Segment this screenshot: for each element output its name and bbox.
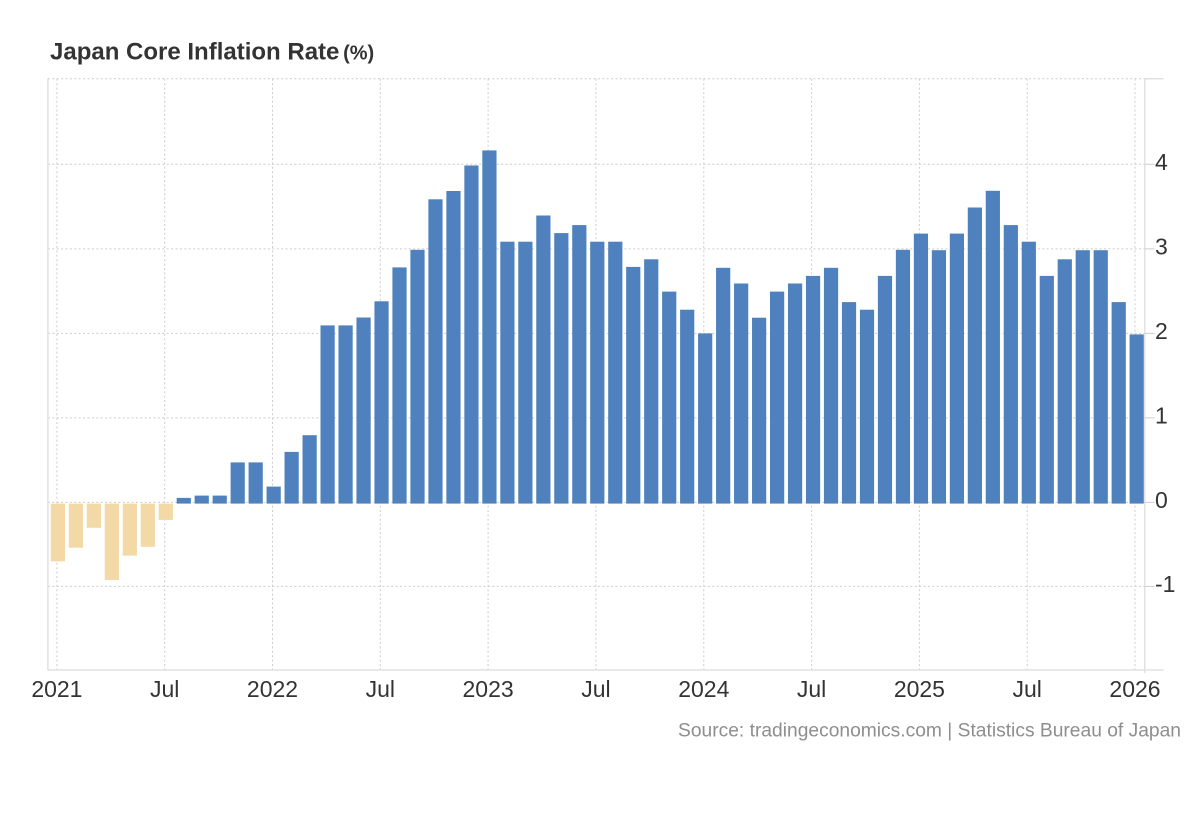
svg-text:2021: 2021 (31, 676, 82, 702)
svg-text:2023: 2023 (463, 676, 514, 702)
svg-text:2026: 2026 (1109, 676, 1160, 702)
svg-text:Jul: Jul (150, 676, 179, 702)
svg-text:Source: tradingeconomics.com |: Source: tradingeconomics.com | Statistic… (678, 721, 1181, 742)
svg-text:Japan Core Inflation Rate (%): Japan Core Inflation Rate (%) (50, 39, 374, 66)
svg-text:2022: 2022 (247, 676, 298, 702)
svg-text:2: 2 (1155, 318, 1168, 344)
svg-text:Jul: Jul (581, 676, 610, 702)
svg-text:4: 4 (1155, 149, 1168, 175)
svg-text:0: 0 (1155, 487, 1168, 513)
svg-text:-1: -1 (1155, 571, 1175, 597)
svg-text:1: 1 (1155, 402, 1168, 428)
svg-text:2024: 2024 (678, 676, 729, 702)
svg-text:Jul: Jul (1012, 676, 1041, 702)
svg-text:2025: 2025 (894, 676, 945, 702)
svg-text:Jul: Jul (366, 676, 395, 702)
svg-text:3: 3 (1155, 233, 1168, 259)
svg-text:Jul: Jul (797, 676, 826, 702)
